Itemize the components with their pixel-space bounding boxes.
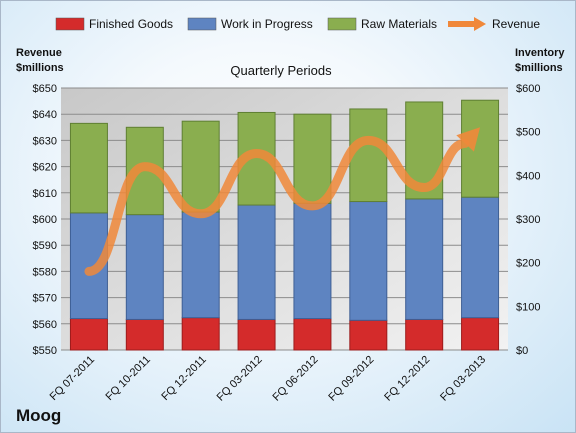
left-tick-label: $560 xyxy=(33,319,57,331)
legend-label: Revenue xyxy=(492,17,540,31)
x-tick-label: FQ 03-2012 xyxy=(215,354,265,404)
left-tick-label: $570 xyxy=(33,293,57,305)
bar-finished-goods xyxy=(349,319,388,351)
x-tick-label: FQ 03-2013 xyxy=(438,354,488,404)
revenue-line-path xyxy=(84,135,470,276)
left-axis-title-line1: Revenue xyxy=(16,47,62,59)
x-axis-ticks: FQ 07-2011 FQ 10-2011 FQ 12-2011 FQ 03-2012… xyxy=(48,354,489,404)
left-tick-label: $620 xyxy=(33,162,57,174)
right-tick-label: $300 xyxy=(516,214,540,226)
right-axis-title-line1: Inventory xyxy=(515,47,565,59)
bar-work-in-progress xyxy=(181,211,220,319)
right-tick-label: $200 xyxy=(516,258,540,270)
left-tick-label: $650 xyxy=(33,83,57,95)
bar-work-in-progress xyxy=(293,202,332,320)
bar-finished-goods xyxy=(461,317,500,351)
bar-raw-materials xyxy=(349,108,388,203)
bar-finished-goods xyxy=(69,318,108,351)
legend-swatch-finished-goods xyxy=(55,17,85,31)
x-tick-label: FQ 12-2012 xyxy=(382,354,432,404)
bar-finished-goods xyxy=(181,317,220,351)
left-tick-label: $630 xyxy=(33,135,57,147)
left-tick-label: $550 xyxy=(33,345,57,357)
right-tick-label: $400 xyxy=(516,170,540,182)
left-axis-title-line2: $millions xyxy=(16,62,64,74)
right-tick-label: $0 xyxy=(516,345,528,357)
legend: Finished Goods Work in Progress Raw Materi… xyxy=(55,17,540,31)
x-tick-label: FQ 10-2011 xyxy=(104,354,153,403)
legend-label: Work in Progress xyxy=(221,17,313,31)
right-axis-ticks: $0 $100 $200 $300 $400 $500 $600 xyxy=(516,83,540,357)
legend-label: Finished Goods xyxy=(89,17,173,31)
bar-work-in-progress xyxy=(125,214,164,320)
left-tick-label: $580 xyxy=(33,266,57,278)
left-axis-ticks: $550 $560 $570 $580 $590 $600 $610 $620 $630 $640… xyxy=(33,83,57,357)
x-tick-label: FQ 06-2012 xyxy=(271,354,321,404)
bar-finished-goods xyxy=(405,318,444,351)
x-tick-label: FQ 12-2011 xyxy=(159,354,208,403)
right-tick-label: $600 xyxy=(516,83,540,95)
bar-raw-materials xyxy=(69,122,108,214)
bar-work-in-progress xyxy=(237,204,276,320)
bar-raw-materials xyxy=(293,113,332,204)
company-name: Moog xyxy=(16,406,61,425)
x-tick-label: FQ 07-2011 xyxy=(48,354,97,403)
left-tick-label: $600 xyxy=(33,214,57,226)
bar-finished-goods xyxy=(237,318,276,351)
right-tick-label: $100 xyxy=(516,301,540,313)
bar-raw-materials xyxy=(181,120,220,213)
left-tick-label: $610 xyxy=(33,188,57,200)
bar-work-in-progress xyxy=(405,198,444,320)
legend-arrow-revenue xyxy=(474,17,486,31)
chart-subtitle: Quarterly Periods xyxy=(230,63,332,78)
legend-label: Raw Materials xyxy=(361,17,437,31)
revenue-line xyxy=(84,127,481,276)
bar-work-in-progress xyxy=(461,196,500,319)
left-tick-label: $640 xyxy=(33,109,57,121)
right-axis-title-line2: $millions xyxy=(515,62,563,74)
legend-swatch-work-in-progress xyxy=(187,17,217,31)
bar-finished-goods xyxy=(125,318,164,351)
bar-finished-goods xyxy=(293,318,332,351)
bar-raw-materials xyxy=(461,99,500,198)
right-tick-label: $500 xyxy=(516,127,540,139)
revenue-arrowhead xyxy=(456,127,481,152)
bar-work-in-progress xyxy=(349,201,388,321)
left-tick-label: $590 xyxy=(33,240,57,252)
x-tick-label: FQ 09-2012 xyxy=(326,354,376,404)
legend-swatch-raw-materials xyxy=(327,17,357,31)
